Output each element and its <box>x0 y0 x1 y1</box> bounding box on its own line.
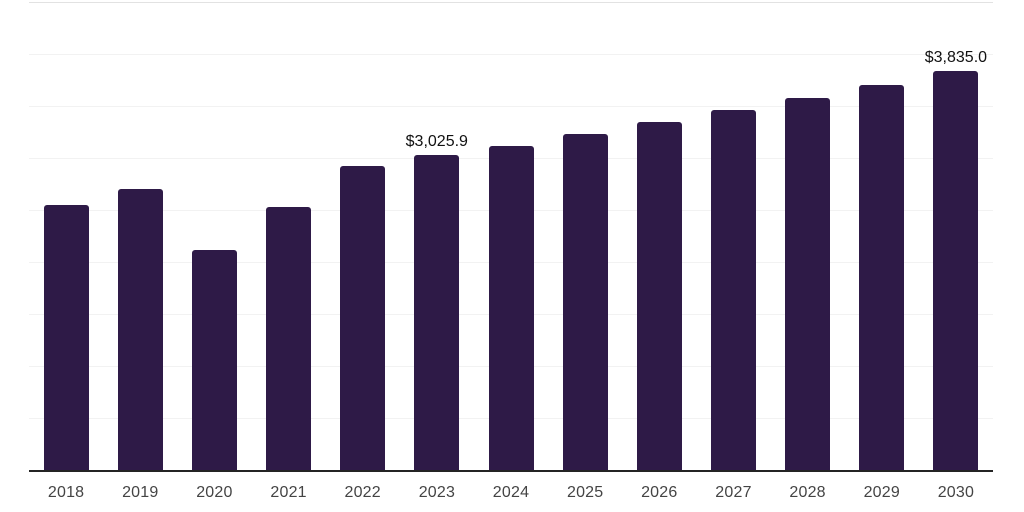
x-tick-label-2020: 2020 <box>196 484 233 501</box>
gridline <box>29 106 993 107</box>
bar-2023[interactable] <box>414 155 460 470</box>
data-label-2023: $3,025.9 <box>405 133 468 151</box>
x-tick-label-2028: 2028 <box>789 484 826 501</box>
x-tick-label-2024: 2024 <box>492 484 530 501</box>
x-axis-line <box>29 470 993 472</box>
bar-2020[interactable] <box>191 249 237 470</box>
x-tick-label-2023: 2023 <box>418 484 456 501</box>
x-tick-label-2022: 2022 <box>344 484 381 501</box>
bar-2029[interactable] <box>859 85 905 470</box>
bar-2026[interactable] <box>636 122 682 470</box>
bar-2022[interactable] <box>340 165 386 470</box>
bar-2027[interactable] <box>711 110 756 470</box>
bar-2024[interactable] <box>488 145 534 470</box>
bar-2030[interactable] <box>933 71 979 470</box>
x-tick-label-2021: 2021 <box>270 484 307 501</box>
bar-2021[interactable] <box>266 206 311 470</box>
bar-2028[interactable] <box>785 97 831 470</box>
x-tick-label-2019: 2019 <box>122 484 159 501</box>
bar-2018[interactable] <box>43 204 89 470</box>
bar-2025[interactable] <box>562 134 608 470</box>
plot-top-border <box>29 2 993 3</box>
data-label-2030: $3,835.0 <box>924 49 988 67</box>
bar-2019[interactable] <box>117 189 163 470</box>
x-tick-label-2030: 2030 <box>937 484 975 501</box>
x-tick-label-2026: 2026 <box>641 484 678 501</box>
gridline <box>29 54 993 55</box>
x-tick-label-2029: 2029 <box>863 484 900 501</box>
x-tick-label-2027: 2027 <box>715 484 752 501</box>
x-tick-label-2018: 2018 <box>47 484 85 501</box>
x-tick-label-2025: 2025 <box>566 484 604 501</box>
